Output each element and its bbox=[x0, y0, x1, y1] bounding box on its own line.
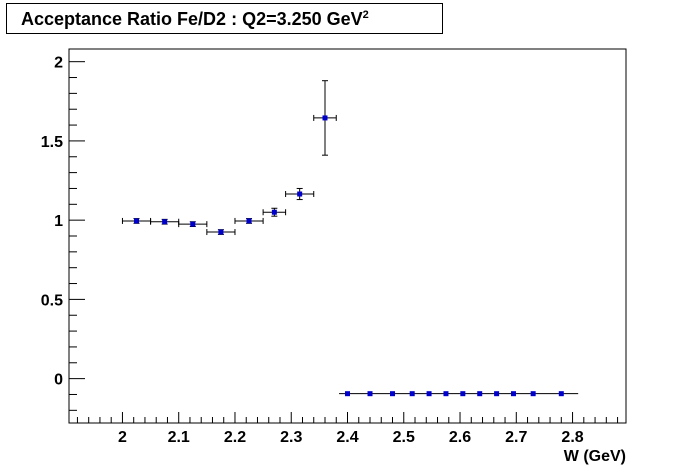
point-marker bbox=[460, 391, 466, 397]
chart-title-box: Acceptance Ratio Fe/D2 : Q2=3.250 GeV2 bbox=[6, 3, 443, 34]
data-point bbox=[285, 187, 315, 201]
x-tick-label: 2.2 bbox=[224, 429, 246, 446]
x-tick-label: 2.8 bbox=[561, 429, 583, 446]
data-point bbox=[426, 391, 432, 397]
y-tick-label: 1.5 bbox=[41, 134, 63, 151]
data-point bbox=[477, 391, 483, 397]
y-tick-label: 0.5 bbox=[41, 292, 63, 309]
plot-frame bbox=[68, 48, 627, 424]
data-series bbox=[121, 80, 579, 397]
point-marker bbox=[190, 221, 196, 227]
point-marker bbox=[510, 391, 516, 397]
x-tick-label: 2.4 bbox=[336, 429, 358, 446]
data-point bbox=[178, 221, 208, 228]
point-marker bbox=[367, 391, 373, 397]
y-tick-label: 0 bbox=[54, 372, 63, 389]
x-tick-label: 2.1 bbox=[168, 429, 190, 446]
point-marker bbox=[443, 391, 449, 397]
axis-ticks bbox=[69, 61, 619, 423]
point-marker bbox=[477, 391, 483, 397]
data-point bbox=[367, 391, 373, 397]
point-marker bbox=[297, 191, 303, 197]
data-point bbox=[390, 391, 396, 397]
x-tick-label: 2.3 bbox=[280, 429, 302, 446]
point-marker bbox=[409, 391, 415, 397]
point-marker bbox=[494, 391, 500, 397]
axis-tick-labels: 2 2.1 2.2 2.3 2.4 2.5 2.6 2.7 2.8 0 0.5 1 1.5 2 bbox=[41, 55, 584, 446]
point-marker bbox=[134, 218, 140, 224]
point-marker bbox=[345, 391, 350, 397]
data-point bbox=[494, 391, 500, 397]
y-tick-label: 2 bbox=[54, 55, 63, 72]
y-tick-label: 1 bbox=[54, 213, 63, 230]
point-marker bbox=[246, 218, 252, 224]
data-point bbox=[262, 207, 287, 217]
point-marker bbox=[390, 391, 396, 397]
point-marker bbox=[426, 391, 432, 397]
x-tick-label: 2.7 bbox=[505, 429, 527, 446]
data-point bbox=[313, 80, 337, 156]
point-marker bbox=[530, 391, 536, 397]
chart-title-superscript: 2 bbox=[362, 9, 369, 21]
data-point bbox=[443, 391, 449, 397]
chart-title-main: Acceptance Ratio Fe/D2 : Q2=3.250 GeV bbox=[21, 9, 363, 29]
point-marker bbox=[218, 229, 224, 235]
data-point bbox=[530, 391, 536, 397]
point-marker bbox=[322, 115, 328, 121]
data-point bbox=[558, 391, 564, 397]
x-axis-title: W (GeV) bbox=[564, 448, 626, 465]
data-point bbox=[150, 218, 180, 225]
point-marker bbox=[162, 219, 168, 225]
x-tick-label: 2 bbox=[118, 429, 127, 446]
data-point bbox=[206, 229, 236, 236]
data-point bbox=[510, 391, 516, 397]
data-point bbox=[409, 391, 415, 397]
x-tick-label: 2.6 bbox=[449, 429, 471, 446]
data-point bbox=[460, 391, 466, 397]
data-point bbox=[234, 217, 264, 224]
data-point bbox=[345, 391, 350, 397]
point-marker bbox=[271, 209, 277, 215]
data-point bbox=[121, 217, 152, 224]
point-marker bbox=[558, 391, 564, 397]
chart-title: Acceptance Ratio Fe/D2 : Q2=3.250 GeV2 bbox=[21, 9, 369, 30]
x-tick-label: 2.5 bbox=[393, 429, 415, 446]
